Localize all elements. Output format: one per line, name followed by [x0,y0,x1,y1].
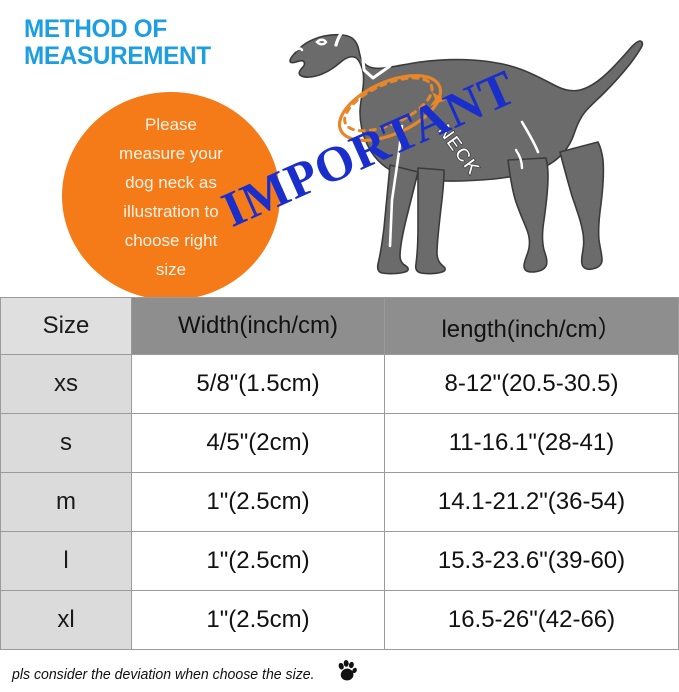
cell-size: xl [0,590,132,650]
size-chart-table: Size Width(inch/cm) length(inch/cm） xs 5… [0,297,679,650]
footer-note: pls consider the deviation when choose t… [12,660,357,683]
dog-ear-outline [334,28,347,47]
cell-size: xs [0,354,132,414]
table-row: xl 1"(2.5cm) 16.5-26"(42-66) [0,590,679,650]
cell-size: l [0,531,132,591]
table-header-row: Size Width(inch/cm) length(inch/cm） [0,297,679,355]
dog-nose-icon [294,47,304,52]
dog-hip-marking [514,148,524,170]
column-header-width: Width(inch/cm) [131,297,385,355]
cell-size: m [0,472,132,532]
dog-hind-leg-marking [520,120,540,154]
paw-print-icon [338,660,357,681]
dog-front-leg-second [414,167,446,275]
cell-length: 11-16.1"(28-41) [384,413,679,473]
dog-chest-marking [358,26,392,80]
table-row: l 1"(2.5cm) 15.3-23.6"(39-60) [0,531,679,591]
table-row: m 1"(2.5cm) 14.1-21.2"(36-54) [0,472,679,532]
dog-front-legs [376,164,419,275]
footer-text: pls consider the deviation when choose t… [12,666,315,683]
dog-eye-icon [315,38,328,46]
column-header-size: Size [0,297,132,355]
cell-length: 8-12"(20.5-30.5) [384,354,679,414]
dog-illustration: NECK [272,0,679,300]
callout-circle: Please measure your dog neck as illustra… [62,92,280,300]
cell-width: 1"(2.5cm) [131,590,385,650]
neck-measure-ellipse [337,74,443,142]
cell-length: 14.1-21.2"(36-54) [384,472,679,532]
callout-text: Please measure your dog neck as illustra… [119,115,223,279]
table-row: s 4/5"(2cm) 11-16.1"(28-41) [0,413,679,473]
cell-width: 1"(2.5cm) [131,472,385,532]
dog-silhouette-svg: NECK [289,26,644,275]
page-title: METHOD OF MEASUREMENT [24,15,211,70]
cell-width: 4/5"(2cm) [131,413,385,473]
dog-hind-leg-near [559,141,605,271]
cell-length: 15.3-23.6"(39-60) [384,531,679,591]
dog-hind-leg-far [507,157,549,273]
cell-width: 5/8"(1.5cm) [131,354,385,414]
column-header-length: length(inch/cm） [384,297,679,355]
dog-front-leg-marking [388,124,404,248]
neck-measure-arrowhead [430,92,446,106]
cell-length: 16.5-26"(42-66) [384,590,679,650]
cell-width: 1"(2.5cm) [131,531,385,591]
table-row: xs 5/8"(1.5cm) 8-12"(20.5-30.5) [0,354,679,414]
cell-size: s [0,413,132,473]
